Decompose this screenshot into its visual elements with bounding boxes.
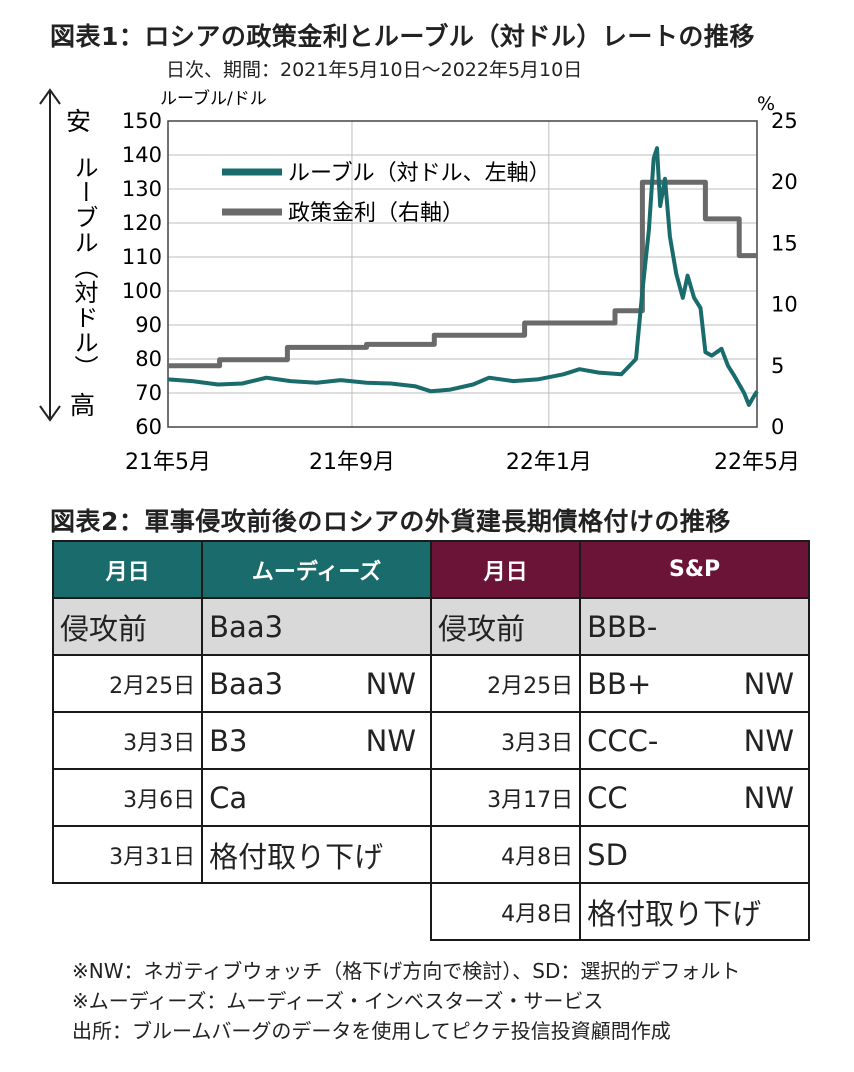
sp-row-rating-cell: BB+ NW (579, 654, 810, 713)
sp-row-watch-note: NW (743, 723, 794, 758)
y-left-tick-label: 70 (135, 381, 162, 405)
y-right-tick-label: 10 (771, 293, 798, 317)
axis-tick-labels: 150 140 130 120 110 100 90 80 70 60 25 20 15 10 5 0 21年5… (122, 109, 800, 475)
x-tick-label: 22年5月 (714, 450, 800, 475)
sp-row: 3月17日 CC NW (429, 768, 810, 827)
sp-row: 侵攻前 BBB- (429, 597, 810, 656)
y-right-tick-label: 5 (771, 354, 784, 378)
sp-row: 2月25日 BB+ NW (429, 654, 810, 713)
moodys-row-rating-cell: Ca (201, 768, 432, 827)
sp-row-rating: CCC- (587, 723, 659, 758)
sp-header-date: 月日 (429, 540, 582, 599)
sp-row-rating: SD (587, 837, 628, 872)
moodys-rating-table: 月日 ムーディーズ 侵攻前 Baa3 2月25日 Baa3 NW 3月3日 B3 NW 3月6日… (51, 540, 432, 884)
y-right-tick-label: 20 (771, 170, 798, 194)
moodys-row-rating-cell: 格付取り下げ (201, 825, 432, 884)
sp-row-date: 4月8日 (429, 825, 582, 884)
moodys-row: 2月25日 Baa3 NW (51, 654, 432, 713)
moodys-row-rating: 格付取り下げ (209, 839, 384, 874)
sp-row-date: 侵攻前 (429, 597, 582, 656)
sp-row-rating-cell: 格付取り下げ (579, 882, 810, 941)
moodys-row-rating: Ca (209, 780, 248, 815)
sp-row-date: 3月17日 (429, 768, 582, 827)
policy-rate-line (168, 179, 757, 369)
moodys-row-date: 3月6日 (51, 768, 204, 827)
moodys-row: 侵攻前 Baa3 (51, 597, 432, 656)
moodys-row: 3月3日 B3 NW (51, 711, 432, 770)
y-left-tick-label: 130 (122, 177, 162, 201)
moodys-row-rating: Baa3 (209, 609, 284, 644)
left-axis-bottom-label: 高 (70, 391, 95, 420)
y-left-tick-label: 150 (122, 109, 162, 133)
moodys-row-date: 侵攻前 (51, 597, 204, 656)
moodys-row-watch-note: NW (365, 666, 416, 701)
sp-row-rating-cell: BBB- (579, 597, 810, 656)
moodys-header-agency: ムーディーズ (201, 540, 432, 599)
moodys-row-rating-cell: Baa3 NW (201, 654, 432, 713)
x-tick-label: 22年1月 (506, 450, 592, 475)
moodys-row-watch-note: NW (365, 723, 416, 758)
sp-row: 3月3日 CCC- NW (429, 711, 810, 770)
sp-row-rating-cell: CCC- NW (579, 711, 810, 770)
moodys-row-rating-cell: B3 NW (201, 711, 432, 770)
y-right-tick-label: 25 (771, 109, 798, 133)
ruble-rate-line (167, 146, 759, 407)
figure1-subtitle: 日次、期間：2021年5月10日～2022年5月10日 (166, 59, 583, 81)
moodys-row: 3月6日 Ca (51, 768, 432, 827)
moodys-row-rating: Baa3 (209, 666, 284, 701)
plot-frame (167, 120, 758, 428)
footnote-moodys: ※ムーディーズ：ムーディーズ・インベスターズ・サービス (72, 989, 604, 1013)
x-tick-label: 21年9月 (309, 450, 395, 475)
line-chart: 150 140 130 120 110 100 90 80 70 60 25 20 15 10 5 0 21年5… (39, 88, 800, 475)
figure2-title: 図表2：軍事侵攻前後のロシアの外貨建長期債格付けの推移 (50, 507, 731, 536)
moodys-header-date: 月日 (51, 540, 204, 599)
y-left-tick-label: 140 (122, 143, 162, 167)
left-axis-arrow (39, 88, 61, 422)
sp-row: 4月8日 SD (429, 825, 810, 884)
sp-rating-table: 月日 S&P 侵攻前 BBB- 2月25日 BB+ NW 3月3日 CCC- NW 3月17日 C… (429, 540, 810, 941)
y-right-tick-label: 0 (771, 415, 784, 439)
footnote-source: 出所：ブルームバーグのデータを使用してピクテ投信投資顧問作成 (72, 1019, 671, 1043)
sp-row-watch-note: NW (743, 666, 794, 701)
footnote-nw: ※NW：ネガティブウォッチ（格下げ方向で検討）、SD：選択的デフォルト (72, 959, 741, 983)
sp-row: 4月8日 格付取り下げ (429, 882, 810, 941)
left-axis-vertical-label: ルーブル（対ドル） (70, 155, 98, 380)
moodys-row-date: 3月3日 (51, 711, 204, 770)
sp-row-date: 2月25日 (429, 654, 582, 713)
y-left-tick-label: 100 (122, 279, 162, 303)
y-right-tick-label: 15 (771, 231, 798, 255)
y-left-tick-label: 120 (122, 211, 162, 235)
sp-header-agency: S&P (579, 540, 810, 599)
legend-label-ruble: ルーブル（対ドル、左軸） (288, 161, 551, 186)
moodys-row-rating-cell: Baa3 (201, 597, 432, 656)
y-left-tick-label: 110 (122, 245, 162, 269)
y-left-tick-label: 80 (135, 347, 162, 371)
figure1-title: 図表1：ロシアの政策金利とルーブル（対ドル）レートの推移 (50, 22, 755, 51)
legend-label-policy-rate: 政策金利（右軸） (288, 201, 464, 226)
moodys-row: 3月31日 格付取り下げ (51, 825, 432, 884)
sp-row-rating-cell: SD (579, 825, 810, 884)
right-unit-label: % (757, 93, 775, 115)
sp-row-date: 3月3日 (429, 711, 582, 770)
moodys-row-date: 2月25日 (51, 654, 204, 713)
sp-row-rating: BB+ (587, 666, 652, 701)
footnotes: ※NW：ネガティブウォッチ（格下げ方向で検討）、SD：選択的デフォルト ※ムーデ… (72, 956, 740, 1046)
sp-row-rating: BBB- (587, 609, 658, 644)
x-tick-label: 21年5月 (125, 450, 211, 475)
left-axis-top-label: 安 (66, 107, 91, 136)
sp-row-watch-note: NW (743, 780, 794, 815)
legend: ルーブル（対ドル、左軸） 政策金利（右軸） (222, 161, 551, 226)
chart-series (167, 146, 759, 407)
sp-row-date: 4月8日 (429, 882, 582, 941)
sp-row-rating-cell: CC NW (579, 768, 810, 827)
sp-row-rating: CC (587, 780, 628, 815)
y-left-tick-label: 60 (135, 415, 162, 439)
moodys-row-rating: B3 (209, 723, 248, 758)
moodys-row-date: 3月31日 (51, 825, 204, 884)
y-left-tick-label: 90 (135, 313, 162, 337)
sp-row-rating: 格付取り下げ (587, 896, 762, 931)
left-unit-label: ルーブル/ドル (160, 88, 267, 109)
